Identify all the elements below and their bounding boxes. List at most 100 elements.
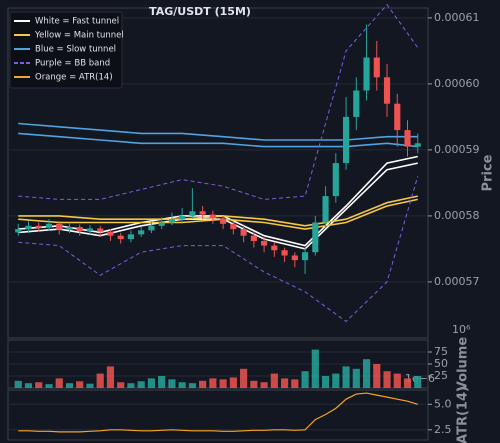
- panel-frame: [7, 7, 429, 339]
- legend-label: White = Fast tunnel: [35, 17, 119, 27]
- candle-body: [342, 116, 350, 164]
- candle-body: [322, 196, 329, 223]
- volume-bar: [14, 380, 22, 388]
- candle-body: [383, 77, 391, 104]
- candle-body: [404, 130, 411, 147]
- candle-body: [179, 215, 186, 220]
- candle-body: [158, 222, 165, 226]
- candle-body: [117, 235, 124, 239]
- candle-body: [168, 219, 175, 223]
- volume-bar: [403, 378, 412, 388]
- y-axis-label: ATR(14): [456, 386, 471, 443]
- volume-bar: [332, 373, 340, 388]
- candle-body: [209, 214, 216, 219]
- y-tick-label: 25: [434, 369, 448, 382]
- volume-bar: [106, 366, 115, 388]
- volume-bar: [96, 373, 104, 388]
- panel-frame: [7, 389, 429, 441]
- volume-bar: [250, 380, 258, 388]
- volume-bar: [117, 382, 125, 388]
- volume-bar: [383, 371, 391, 388]
- volume-bar: [301, 371, 309, 388]
- candle-body: [312, 222, 319, 253]
- candle-body: [97, 228, 104, 232]
- chart-title: TAG/USDT (15M): [149, 5, 251, 18]
- legend-label: Purple = BB band: [35, 59, 110, 69]
- y-tick-label: 0.00060: [434, 77, 480, 90]
- y-tick-label: 0.00058: [434, 209, 480, 222]
- volume-bar: [291, 379, 299, 388]
- volume-bar: [342, 366, 350, 388]
- volume-bar: [260, 382, 268, 388]
- candle-body: [127, 234, 134, 239]
- candle-body: [148, 225, 155, 231]
- volume-bar: [373, 364, 381, 388]
- offset-label: 10⁶: [452, 323, 471, 336]
- volume-bar: [209, 378, 217, 388]
- volume-bar: [55, 378, 63, 388]
- volume-bar: [393, 373, 401, 388]
- legend-label: Orange = ATR(14): [35, 73, 113, 83]
- candle-body: [56, 223, 63, 230]
- indicator-line: [18, 122, 418, 141]
- volume-bar: [321, 376, 330, 388]
- volume-bar: [45, 384, 53, 388]
- y-tick-label: 5.0: [434, 397, 452, 410]
- candle-body: [107, 231, 114, 236]
- legend: White = Fast tunnel Yellow = Main tunnel B…: [9, 11, 124, 89]
- legend-box: [9, 11, 123, 89]
- volume-bar: [352, 368, 360, 388]
- volume-bar: [168, 379, 176, 388]
- volume-bar: [362, 359, 371, 388]
- volume-bar: [281, 378, 289, 388]
- volume-bar: [270, 373, 278, 388]
- y-tick-label: 0.00057: [434, 275, 480, 288]
- candle-body: [332, 163, 339, 197]
- candle-body: [363, 57, 370, 91]
- candle-body: [261, 240, 268, 246]
- candle-body: [353, 90, 360, 117]
- volume-bar: [127, 383, 135, 388]
- indicator-line: [18, 3, 419, 200]
- volume-bar: [240, 368, 248, 388]
- volume-bar: [199, 380, 207, 388]
- volume-bar: [178, 382, 186, 388]
- candle-body: [240, 229, 247, 236]
- volume-bar: [65, 383, 74, 388]
- indicator-line: [18, 132, 418, 148]
- atr-line: [18, 392, 418, 433]
- volume-bar: [35, 382, 43, 388]
- candle-body: [414, 143, 421, 147]
- candle-body: [189, 211, 196, 216]
- candle-body: [302, 252, 309, 261]
- y-tick-label: 75: [434, 345, 448, 358]
- y-tick-label: 2.5: [434, 423, 452, 436]
- candle-body: [373, 57, 380, 78]
- volume-bar: [24, 383, 33, 388]
- candle-body: [394, 103, 401, 131]
- y-tick-label: 0.00059: [434, 143, 480, 156]
- candle-body: [86, 228, 94, 232]
- volume-bar: [188, 383, 196, 388]
- volume-bar: [76, 381, 84, 388]
- volume-bar: [147, 378, 155, 388]
- volume-bar: [86, 383, 94, 388]
- y-axis-label: Volume: [456, 337, 471, 392]
- volume-bar: [219, 379, 227, 388]
- y-tick-label: 50: [434, 357, 448, 370]
- volume-bar: [158, 376, 166, 388]
- candle-body: [271, 245, 278, 251]
- volume-bar: [414, 376, 422, 388]
- candle-body: [25, 225, 32, 230]
- indicator-line: [18, 176, 419, 323]
- candle-body: [291, 255, 298, 261]
- candle-body: [250, 235, 257, 241]
- y-axis-label: Price: [481, 154, 496, 191]
- candle-body: [230, 223, 237, 230]
- volume-bar: [311, 349, 319, 388]
- volume-bar: [137, 381, 145, 388]
- candle-body: [45, 223, 53, 228]
- candle-body: [199, 211, 206, 215]
